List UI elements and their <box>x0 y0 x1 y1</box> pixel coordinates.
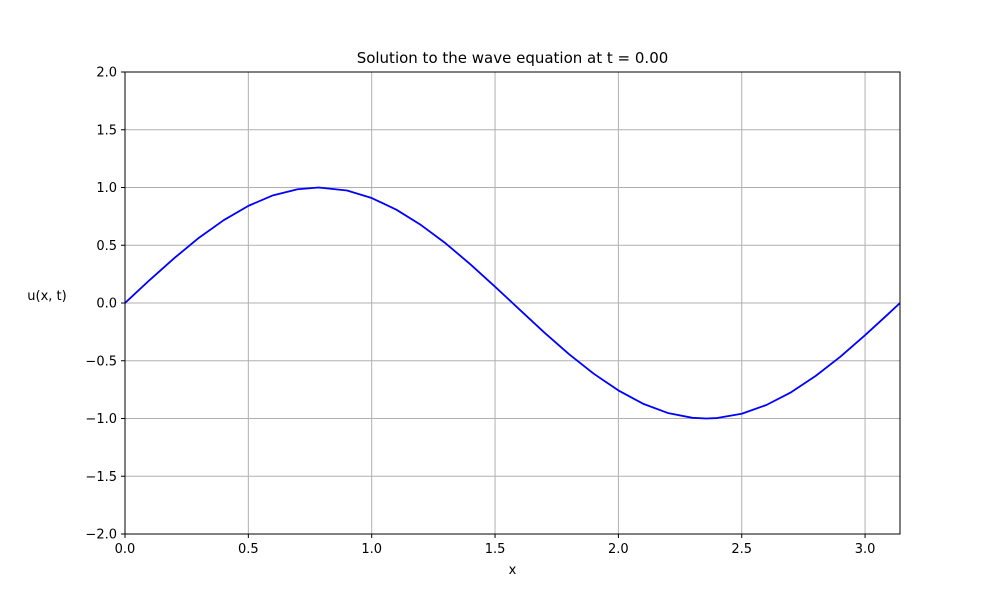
x-axis-label: x <box>509 563 517 578</box>
x-tick-label: 1.5 <box>485 542 506 557</box>
y-tick-label: 0.5 <box>96 239 117 254</box>
y-tick-label: 1.0 <box>96 181 117 196</box>
chart-title: Solution to the wave equation at t = 0.0… <box>357 49 669 67</box>
x-tick-label: 2.0 <box>608 542 629 557</box>
x-tick-label: 2.5 <box>731 542 752 557</box>
x-tick-label: 0.5 <box>238 542 259 557</box>
series-line <box>124 186 901 420</box>
y-tick-label: −1.0 <box>85 412 117 427</box>
y-tick-label: 2.0 <box>96 66 117 81</box>
y-tick-label: −1.5 <box>85 470 117 485</box>
grid <box>124 71 900 535</box>
y-tick-label: 1.5 <box>96 123 117 138</box>
x-tick-label: 1.0 <box>361 542 382 557</box>
ticks: 0.0 0.5 1.0 1.5 2.0 2.5 3.0 −2.0 −1.5 −1.0 −0.5 0.0… <box>85 66 875 558</box>
y-tick-label: 0.0 <box>96 297 117 312</box>
series-layer <box>124 186 901 420</box>
x-tick-label: 3.0 <box>855 542 876 557</box>
y-tick-label: −2.0 <box>85 528 117 543</box>
y-axis-label: u(x, t) <box>27 289 66 304</box>
x-tick-label: 0.0 <box>115 542 136 557</box>
y-tick-label: −0.5 <box>85 354 117 369</box>
